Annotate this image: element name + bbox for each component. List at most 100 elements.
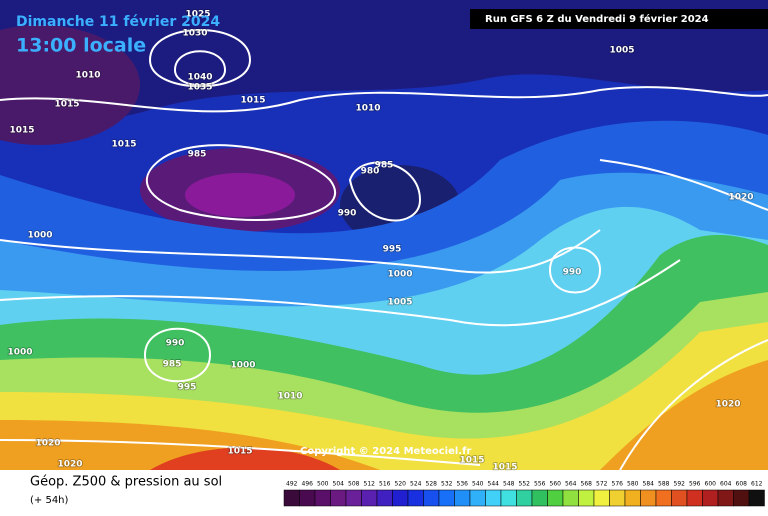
isobar-label: 1015 bbox=[240, 96, 265, 106]
legend-swatch bbox=[686, 489, 703, 507]
legend-swatch bbox=[407, 489, 424, 507]
isobar-label: 1015 bbox=[227, 447, 252, 457]
legend-label: 520 bbox=[395, 481, 407, 488]
legend-swatch bbox=[531, 489, 548, 507]
legend-label: 588 bbox=[658, 481, 670, 488]
isobar-label: 1015 bbox=[459, 456, 484, 466]
legend-label: 492 bbox=[286, 481, 298, 488]
legend-label: 512 bbox=[364, 481, 376, 488]
isobar-label: 980 bbox=[361, 167, 380, 177]
isobar-label: 1020 bbox=[728, 193, 753, 203]
isobar-label: 1015 bbox=[9, 126, 34, 136]
legend-swatch bbox=[624, 489, 641, 507]
legend-swatch bbox=[547, 489, 564, 507]
run-info: Run GFS 6 Z du Vendredi 9 février 2024 bbox=[485, 13, 709, 25]
legend-swatch bbox=[485, 489, 502, 507]
forecast-time: 13:00 locale bbox=[16, 35, 146, 57]
legend-label: 608 bbox=[736, 481, 748, 488]
legend-label: 524 bbox=[410, 481, 422, 488]
footer-title: Géop. Z500 & pression au sol bbox=[30, 475, 222, 490]
legend-swatch bbox=[314, 489, 331, 507]
map-background bbox=[0, 0, 768, 471]
legend-label: 540 bbox=[472, 481, 484, 488]
legend-swatch bbox=[392, 489, 409, 507]
legend-swatch bbox=[562, 489, 579, 507]
legend-swatch bbox=[702, 489, 719, 507]
legend-swatch bbox=[516, 489, 533, 507]
isobar-label: 1020 bbox=[715, 400, 740, 410]
isobar-label: 995 bbox=[383, 245, 402, 255]
legend-swatch bbox=[717, 489, 734, 507]
legend-label: 576 bbox=[612, 481, 624, 488]
footer-lead: (+ 54h) bbox=[30, 495, 69, 506]
legend-label: 500 bbox=[317, 481, 329, 488]
legend-label: 528 bbox=[426, 481, 438, 488]
legend-swatch bbox=[733, 489, 750, 507]
isobar-label: 985 bbox=[375, 161, 394, 171]
isobar-label: 1025 bbox=[185, 10, 210, 20]
isobar-label: 1000 bbox=[27, 231, 52, 241]
isobar-label: 1010 bbox=[355, 104, 380, 114]
legend-label: 536 bbox=[457, 481, 469, 488]
legend-label: 556 bbox=[534, 481, 546, 488]
legend-label: 504 bbox=[333, 481, 345, 488]
isobar-label: 1020 bbox=[35, 439, 60, 449]
isobar-label: 1035 bbox=[187, 83, 212, 93]
legend-label: 604 bbox=[720, 481, 732, 488]
legend-label: 572 bbox=[596, 481, 608, 488]
legend-label: 580 bbox=[627, 481, 639, 488]
isobar-label: 985 bbox=[163, 360, 182, 370]
legend: 492 496 500 504 508 512 516 520 524 528 532 536 540 5… bbox=[283, 481, 765, 507]
legend-label: 612 bbox=[751, 481, 763, 488]
isobar-label: 1040 bbox=[187, 73, 212, 83]
legend-swatch bbox=[671, 489, 688, 507]
legend-label: 532 bbox=[441, 481, 453, 488]
run-box bbox=[470, 9, 768, 29]
isobar-label: 990 bbox=[166, 339, 185, 349]
legend-swatch bbox=[299, 489, 316, 507]
isobar-label: 1000 bbox=[7, 348, 32, 358]
legend-swatch bbox=[469, 489, 486, 507]
isobar-label: 985 bbox=[188, 150, 207, 160]
isobars bbox=[0, 29, 768, 471]
legend-label: 564 bbox=[565, 481, 577, 488]
forecast-date: Dimanche 11 février 2024 bbox=[16, 14, 220, 30]
legend-swatch bbox=[593, 489, 610, 507]
isobar-label: 1015 bbox=[492, 463, 517, 473]
isobar-label: 1015 bbox=[54, 100, 79, 110]
legend-swatch bbox=[330, 489, 347, 507]
isobar-label: 1000 bbox=[387, 270, 412, 280]
legend-swatch bbox=[438, 489, 455, 507]
isobar-label: 990 bbox=[338, 209, 357, 219]
isobar-label: 995 bbox=[178, 383, 197, 393]
isobar-label: 1005 bbox=[387, 298, 412, 308]
legend-label: 560 bbox=[550, 481, 562, 488]
legend-label: 596 bbox=[689, 481, 701, 488]
legend-label: 584 bbox=[643, 481, 655, 488]
copyright: Copyright © 2024 Meteociel.fr bbox=[300, 446, 471, 457]
legend-label: 544 bbox=[488, 481, 500, 488]
legend-swatch bbox=[748, 489, 765, 507]
legend-swatch bbox=[655, 489, 672, 507]
legend-swatch bbox=[283, 489, 300, 507]
isobar-label: 990 bbox=[563, 268, 582, 278]
legend-swatch bbox=[361, 489, 378, 507]
legend-swatch bbox=[454, 489, 471, 507]
legend-swatch bbox=[423, 489, 440, 507]
legend-label: 516 bbox=[379, 481, 391, 488]
legend-label: 568 bbox=[581, 481, 593, 488]
isobar-label: 1000 bbox=[230, 361, 255, 371]
legend-label: 600 bbox=[705, 481, 717, 488]
isobar-label: 1005 bbox=[609, 46, 634, 56]
legend-label: 592 bbox=[674, 481, 686, 488]
isobar-label: 1030 bbox=[182, 29, 207, 39]
isobar-label: 1010 bbox=[277, 392, 302, 402]
isobar-label: 1020 bbox=[57, 460, 82, 470]
legend-swatch bbox=[345, 489, 362, 507]
isobar-label: 1015 bbox=[111, 140, 136, 150]
legend-swatch bbox=[376, 489, 393, 507]
legend-swatch bbox=[578, 489, 595, 507]
isobar-label: 1010 bbox=[75, 71, 100, 81]
legend-label: 496 bbox=[302, 481, 314, 488]
